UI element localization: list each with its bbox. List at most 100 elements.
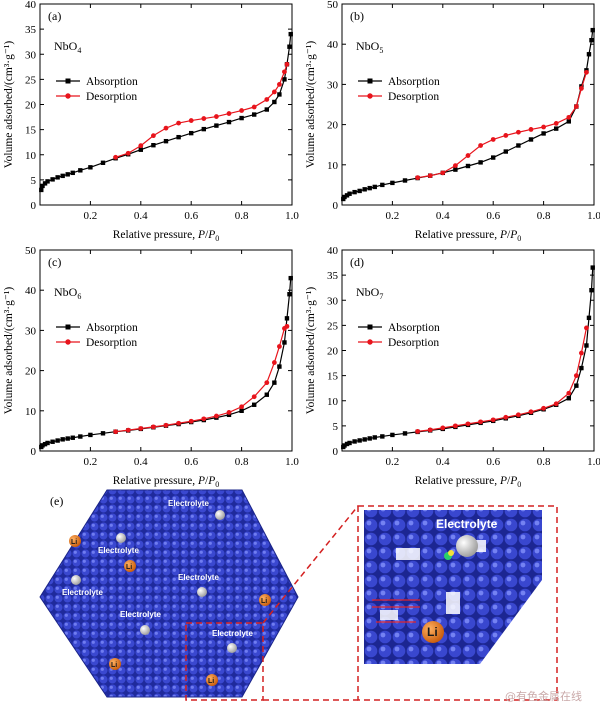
li-ion-label: Li — [261, 598, 267, 605]
y-tick-label: 30 — [327, 79, 339, 91]
x-axis-title: Relative pressure, P/P0 — [415, 475, 522, 489]
data-point — [491, 155, 496, 160]
plot-frame — [39, 249, 293, 452]
data-point — [78, 434, 83, 439]
electrolyte-label: Electrolyte — [120, 610, 161, 619]
data-point — [453, 423, 458, 429]
data-point — [88, 432, 93, 438]
data-point — [284, 61, 290, 67]
data-point — [528, 137, 534, 142]
data-point — [55, 438, 60, 443]
data-point — [415, 175, 420, 181]
electrolyte-label: Electrolyte — [178, 573, 219, 582]
data-point — [163, 125, 169, 131]
data-point — [367, 185, 372, 191]
data-point — [214, 114, 219, 119]
y-tick-label: 25 — [25, 74, 37, 86]
material-label: NbO4 — [54, 39, 81, 55]
x-tick-label: 0.6 — [486, 210, 500, 222]
data-point — [566, 119, 571, 124]
electrolyte-label: Electrolyte — [168, 499, 209, 508]
electrolyte-label: Electrolyte — [212, 629, 253, 638]
data-point — [113, 429, 118, 435]
chart-panel-1: 0 5 10 15 20 25 30 35 40 0.2 0.4 0.6 0.8 1.0 Relative … — [3, 0, 299, 243]
data-point — [50, 439, 55, 444]
data-point — [214, 413, 219, 419]
x-tick-label: 0.2 — [84, 456, 98, 468]
li-ion-label: Li — [111, 662, 117, 669]
data-point — [251, 104, 257, 110]
data-point — [214, 123, 219, 128]
data-point — [239, 404, 245, 410]
data-point — [55, 175, 60, 180]
y-tick-label: 30 — [25, 49, 37, 61]
x-axis-title: Relative pressure, P/P0 — [415, 229, 522, 243]
data-point — [553, 401, 559, 407]
legend-label: Absorption — [388, 76, 440, 88]
panel-label: (a) — [48, 9, 61, 23]
data-point — [584, 325, 589, 331]
data-point — [42, 181, 48, 186]
charts-layer: 0 5 10 15 20 25 30 35 40 0.2 0.4 0.6 0.8 1.0 Relative … — [3, 0, 600, 489]
data-point — [566, 114, 572, 120]
data-point — [264, 107, 269, 112]
data-point — [465, 421, 471, 427]
data-point — [541, 131, 546, 136]
li-ion-label: Li — [126, 564, 132, 571]
watermark: @有色金属在线 — [505, 689, 582, 703]
data-point — [40, 183, 45, 189]
data-point — [589, 288, 594, 293]
data-point — [163, 422, 169, 428]
y-axis-title: Volume adsorbed/(cm³·g⁻¹) — [3, 41, 15, 169]
zoom-electrolyte-tail — [448, 550, 454, 556]
y-tick-label: 0 — [333, 446, 339, 458]
data-point — [284, 316, 290, 321]
data-point — [277, 344, 282, 349]
data-point — [282, 340, 287, 345]
data-point — [579, 350, 584, 356]
plot-frame — [341, 249, 595, 452]
zoom-connector-top — [262, 505, 359, 624]
data-point — [586, 52, 592, 57]
data-point — [78, 168, 83, 173]
data-point — [277, 364, 282, 369]
data-point — [390, 180, 395, 186]
data-point — [352, 189, 357, 195]
x-tick-label: 0.6 — [486, 456, 500, 468]
data-point — [589, 37, 594, 43]
data-point — [344, 193, 350, 198]
y-tick-label: 35 — [25, 24, 37, 36]
y-tick-label: 10 — [25, 150, 37, 162]
x-tick-label: 0.2 — [386, 210, 400, 222]
series-line — [115, 64, 288, 158]
y-tick-label: 0 — [31, 200, 37, 212]
y-tick-label: 20 — [25, 366, 37, 378]
data-point — [516, 412, 521, 418]
series-line — [417, 72, 588, 179]
data-point — [282, 69, 287, 75]
data-point — [380, 434, 385, 439]
legend-marker — [65, 324, 71, 330]
electrolyte-label: Electrolyte — [98, 546, 139, 555]
data-point — [357, 188, 362, 194]
electrolyte-ball — [227, 643, 237, 653]
y-tick-label: 0 — [31, 446, 37, 458]
series-desorption: Desorption — [358, 69, 589, 181]
data-point — [478, 419, 483, 425]
data-point — [282, 77, 287, 82]
data-point — [372, 184, 377, 190]
data-point — [528, 409, 534, 415]
y-axis-title: Volume adsorbed/(cm³·g⁻¹) — [305, 287, 317, 415]
legend-label: Desorption — [86, 337, 137, 349]
data-point — [151, 133, 156, 139]
data-point — [188, 418, 194, 424]
x-tick-label: 0.6 — [184, 456, 198, 468]
data-point — [271, 360, 277, 365]
series-absorption: Absorption — [39, 31, 293, 193]
data-point — [189, 130, 194, 136]
data-point — [590, 265, 595, 270]
data-point — [287, 44, 292, 49]
data-point — [465, 163, 471, 169]
y-tick-label: 20 — [327, 346, 339, 358]
data-point — [151, 143, 156, 148]
